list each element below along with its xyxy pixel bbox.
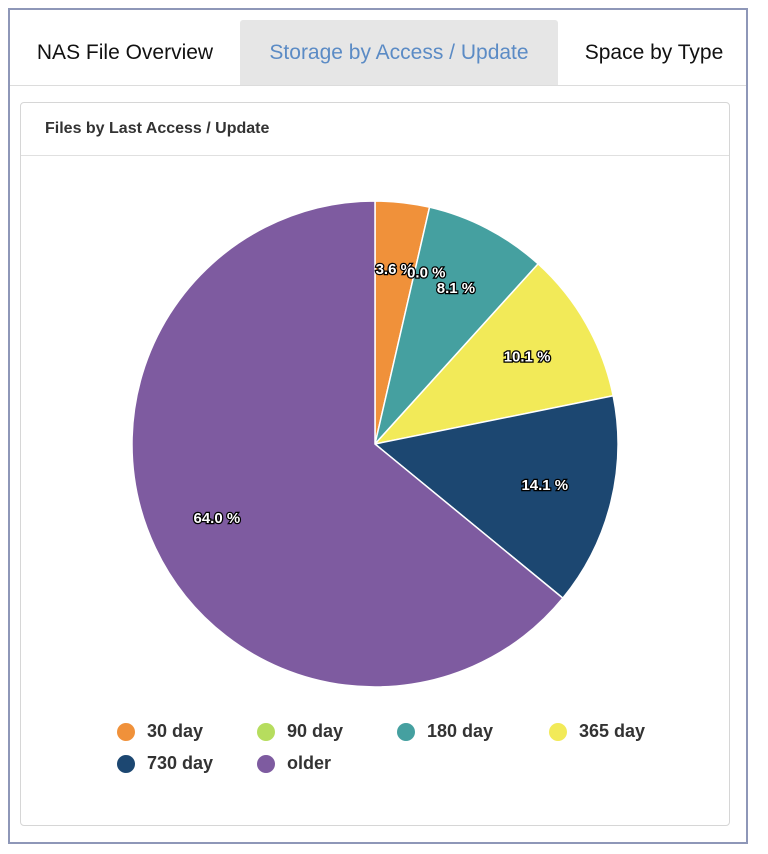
legend-swatch	[257, 722, 275, 741]
chart-legend: 30 day 90 day 180 day 365 day 730 day older	[21, 103, 729, 825]
slice-label-older: 64.0 %	[193, 510, 240, 527]
tab-bar: NAS File Overview Storage by Access / Up…	[10, 10, 746, 86]
pie-chart: 3.6 %0.0 %8.1 % 10.1 % 14.1 % 64.0 %	[131, 200, 619, 688]
pie-slice-older[interactable]	[131, 200, 564, 688]
legend-label: 365 day	[579, 721, 646, 741]
tab-space-by-type[interactable]: Space by Type	[584, 41, 724, 64]
legend-item-180-day[interactable]: 180 day	[397, 721, 493, 742]
legend-swatch	[257, 754, 275, 773]
pie-slice-180-day[interactable]	[373, 206, 540, 447]
legend-label: 90 day	[287, 721, 344, 741]
legend-label: 30 day	[147, 721, 204, 741]
chart-panel: Files by Last Access / Update 3.6 % 0.0 %…	[20, 102, 730, 826]
legend-item-30-day[interactable]: 30 day	[117, 721, 203, 742]
slice-label-730-day: 14.1 %	[521, 477, 568, 494]
legend-label: older	[287, 753, 332, 773]
slice-label-30-day: 3.6 %	[376, 261, 414, 278]
legend-swatch	[397, 722, 415, 741]
legend-item-90-day[interactable]: 90 day	[257, 721, 343, 742]
pie-slice-365-day[interactable]	[372, 262, 615, 446]
tab-nas-file-overview[interactable]: NAS File Overview	[36, 41, 214, 64]
slice-label-90-day: 0.0 %	[407, 264, 445, 281]
slice-label-180-day: 8.1 %	[437, 280, 475, 297]
legend-swatch	[117, 722, 135, 741]
legend-swatch	[117, 754, 135, 773]
legend-label: 180 day	[427, 721, 494, 741]
legend-label: 730 day	[147, 753, 214, 773]
legend-item-730-day[interactable]: 730 day	[117, 753, 213, 774]
pie-slice-730-day[interactable]	[373, 394, 619, 600]
slice-label-365-day: 10.1 %	[504, 348, 551, 365]
legend-item-365-day[interactable]: 365 day	[549, 721, 645, 742]
widget-frame: NAS File Overview Storage by Access / Up…	[8, 8, 748, 844]
tab-storage-by-access-update[interactable]: Storage by Access / Update	[240, 20, 558, 86]
legend-item-older[interactable]: older	[257, 753, 331, 774]
legend-swatch	[549, 722, 567, 741]
tab-divider	[10, 85, 746, 86]
panel-title: Files by Last Access / Update	[21, 103, 729, 156]
